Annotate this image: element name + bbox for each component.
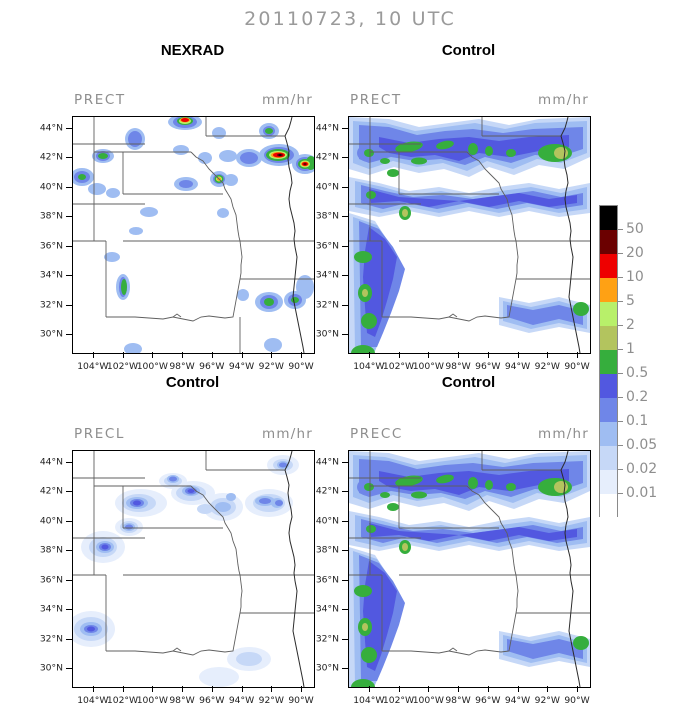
colorbar-label: 0.1 bbox=[626, 413, 649, 429]
precipitation-field bbox=[73, 455, 299, 687]
colorbar-tick bbox=[618, 325, 623, 326]
map-plot-area[interactable] bbox=[72, 450, 315, 688]
colorbar-tick bbox=[618, 373, 623, 374]
panel-title-control-precl: Control bbox=[165, 374, 220, 391]
colorbar-tick bbox=[618, 229, 623, 230]
colorbar-segment bbox=[600, 206, 617, 230]
state-boundaries bbox=[349, 451, 590, 687]
colorbar-segment bbox=[600, 398, 617, 422]
colorbar-label: 0.5 bbox=[626, 365, 649, 381]
colorbar-tick bbox=[618, 469, 623, 470]
colorbar-tick bbox=[618, 301, 623, 302]
units-label: mm/hr bbox=[262, 92, 313, 108]
colorbar-segment bbox=[600, 446, 617, 470]
panel-control-precl: PRECL mm/hr bbox=[39, 426, 315, 706]
colorbar-label: 20 bbox=[626, 245, 644, 261]
panel-title-nexrad: NEXRAD bbox=[160, 42, 225, 59]
colorbar-tick bbox=[618, 397, 623, 398]
panel-control-prect: PRECT mm/hr bbox=[315, 92, 591, 372]
colorbar-segment bbox=[600, 278, 617, 302]
colorbar-segment bbox=[600, 326, 617, 350]
state-boundaries bbox=[73, 451, 314, 687]
panel-nexrad-prect: PRECT mm/hr bbox=[40, 92, 315, 372]
colorbar-label: 1 bbox=[626, 341, 635, 357]
map-plot-area[interactable] bbox=[72, 116, 315, 354]
colorbar-label: 0.2 bbox=[626, 389, 649, 405]
colorbar-label: 50 bbox=[626, 221, 644, 237]
colorbar-tick bbox=[618, 349, 623, 350]
colorbar-segment bbox=[600, 422, 617, 446]
colorbar-label: 0.01 bbox=[626, 485, 658, 501]
colorbar[interactable] bbox=[599, 205, 618, 518]
colorbar-tick bbox=[618, 445, 623, 446]
state-boundaries bbox=[73, 117, 314, 353]
map-plot-area[interactable] bbox=[348, 450, 591, 688]
panel-control-precc: PRECC mm/hr bbox=[315, 426, 591, 706]
colorbar-segment bbox=[600, 302, 617, 326]
precipitation-field bbox=[349, 117, 590, 353]
variable-label-prect: PRECT bbox=[74, 92, 126, 108]
units-label: mm/hr bbox=[262, 426, 313, 442]
colorbar-segment bbox=[600, 230, 617, 254]
colorbar-label: 0.02 bbox=[626, 461, 658, 477]
panel-title-control-prect: Control bbox=[441, 42, 496, 59]
panel-title-control-precc: Control bbox=[441, 374, 496, 391]
variable-label-prect: PRECT bbox=[350, 92, 402, 108]
colorbar-segment bbox=[600, 254, 617, 278]
units-label: mm/hr bbox=[538, 92, 589, 108]
units-label: mm/hr bbox=[538, 426, 589, 442]
colorbar-segment bbox=[600, 350, 617, 374]
colorbar-label: 5 bbox=[626, 293, 635, 309]
variable-label-precl: PRECL bbox=[74, 426, 125, 442]
colorbar-tick bbox=[618, 253, 623, 254]
map-plot-area[interactable] bbox=[348, 116, 591, 354]
colorbar-segment bbox=[600, 470, 617, 494]
colorbar-label: 0.05 bbox=[626, 437, 658, 453]
colorbar-tick bbox=[618, 493, 623, 494]
colorbar-label: 10 bbox=[626, 269, 644, 285]
colorbar-segment bbox=[600, 494, 617, 518]
colorbar-segment bbox=[600, 374, 617, 398]
state-boundaries bbox=[349, 117, 590, 353]
variable-label-precc: PRECC bbox=[350, 426, 403, 442]
colorbar-label: 2 bbox=[626, 317, 635, 333]
figure-title: 20110723, 10 UTC bbox=[244, 8, 456, 30]
colorbar-tick bbox=[618, 277, 623, 278]
colorbar-tick bbox=[618, 421, 623, 422]
